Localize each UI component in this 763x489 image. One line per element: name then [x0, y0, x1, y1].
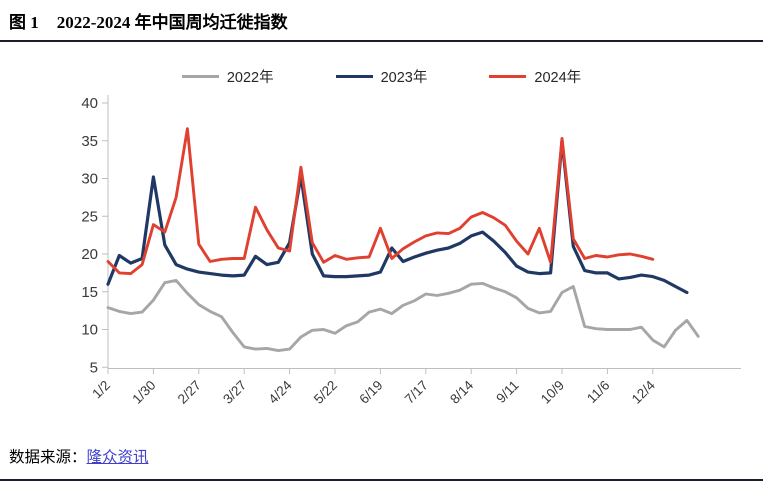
legend-line-swatch	[335, 75, 373, 78]
series-line-2024年	[106, 127, 655, 276]
y-tick-label: 35	[81, 133, 98, 150]
legend-label: 2024年	[534, 70, 582, 86]
x-tick-label: 10/9	[538, 378, 567, 407]
source-link[interactable]: 隆众资讯	[86, 449, 149, 466]
y-tick-label: 20	[81, 246, 98, 263]
source-row: 数据来源：隆众资讯	[9, 445, 149, 467]
x-tick-label: 9/11	[493, 378, 521, 406]
legend-item-2023年: 2023年	[335, 66, 428, 87]
source-label: 数据来源：	[9, 449, 87, 466]
x-tick-label: 2/27	[175, 378, 204, 407]
x-tick-label: 1/30	[129, 378, 158, 407]
x-tick-label: 5/22	[311, 378, 340, 407]
legend-item-2022年: 2022年	[181, 66, 274, 87]
x-tick-label: 3/27	[220, 378, 249, 407]
title-divider	[0, 40, 763, 42]
bottom-divider	[0, 479, 763, 481]
y-tick-label: 25	[81, 208, 98, 225]
x-tick-label: 6/19	[356, 378, 385, 407]
chart-legend: 2022年 2023年 2024年	[0, 66, 763, 87]
y-tick-label: 15	[81, 284, 98, 301]
figure-title: 2022-2024 年中国周均迁徙指数	[56, 13, 288, 32]
y-tick-label: 5	[90, 359, 98, 376]
legend-line-swatch	[489, 75, 527, 78]
migration-index-line-chart: 40 35 30 25 20 15 10 5 1/2 1/30 2/27 3/27 4/24 5/22 6/…	[81, 95, 741, 407]
x-tick-label: 8/14	[447, 377, 477, 407]
x-tick-label: 12/4	[629, 377, 659, 407]
figure-label: 图 1	[9, 13, 39, 32]
legend-label: 2023年	[380, 70, 428, 86]
x-tick-label: 1/2	[89, 378, 113, 402]
y-tick-label: 40	[81, 95, 98, 112]
y-tick-label: 10	[81, 322, 98, 339]
figure-header: 图 1 2022-2024 年中国周均迁徙指数	[9, 8, 288, 33]
legend-label: 2022年	[226, 70, 274, 86]
x-tick-label: 4/24	[266, 377, 296, 407]
x-tick-label: 7/17	[402, 378, 431, 407]
legend-item-2024年: 2024年	[489, 66, 581, 87]
legend-line-swatch	[181, 75, 219, 78]
series-line-2022年	[106, 278, 700, 353]
y-tick-label: 30	[81, 171, 98, 188]
x-tick-label: 11/6	[584, 378, 612, 406]
